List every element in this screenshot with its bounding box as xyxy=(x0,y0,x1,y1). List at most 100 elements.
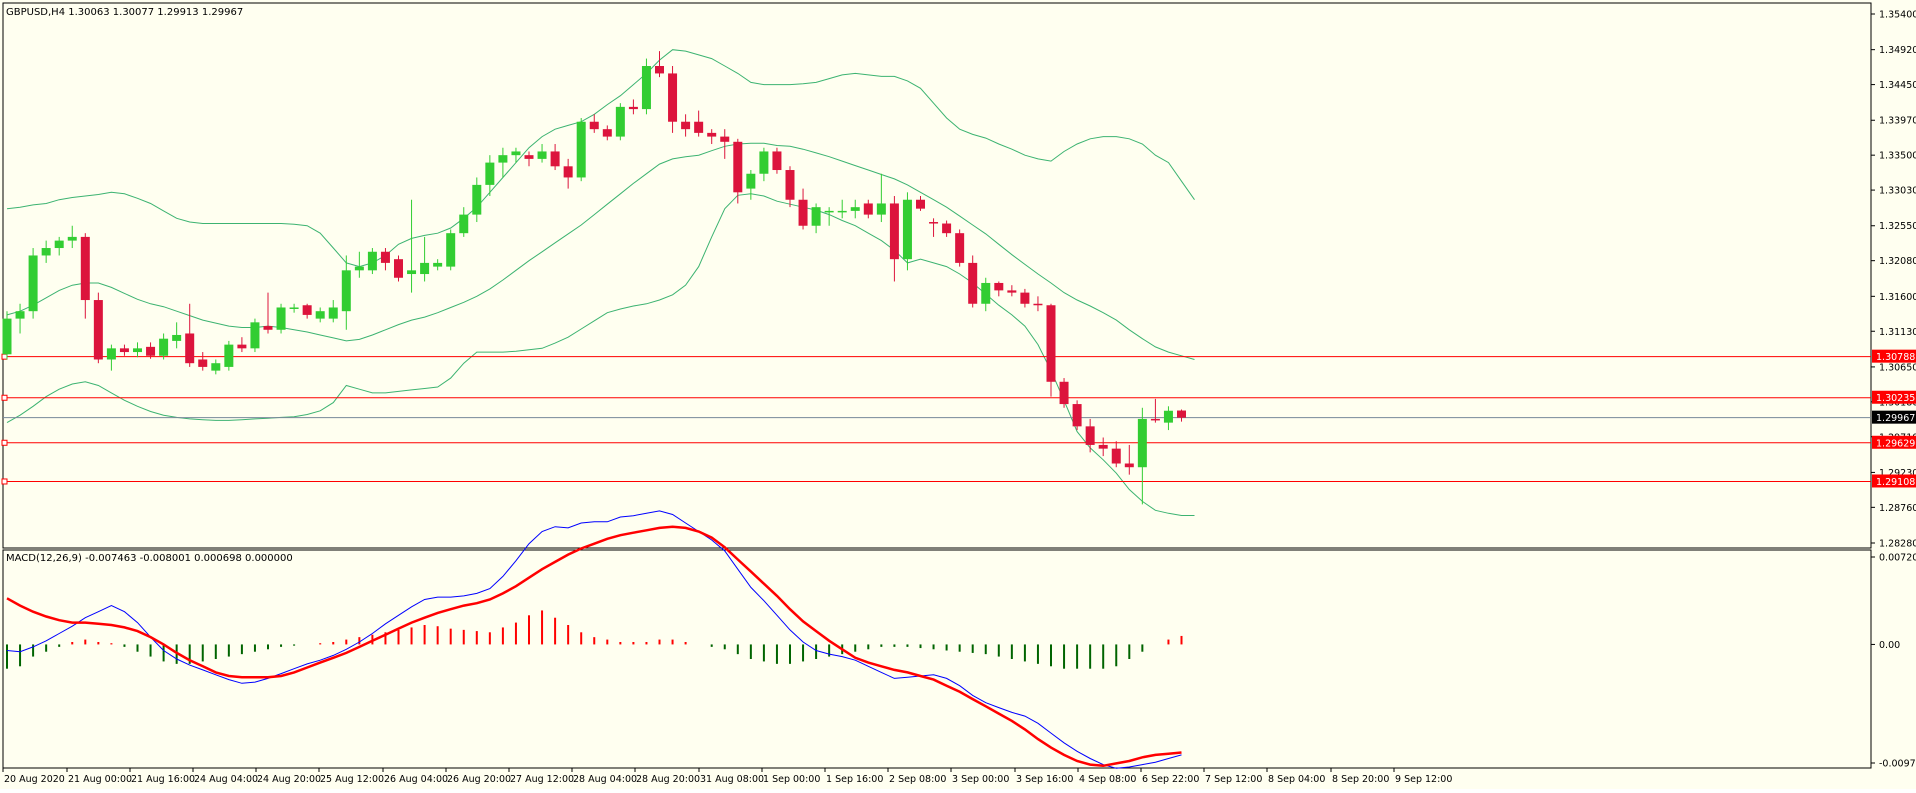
bear-candle xyxy=(1033,303,1043,306)
bull-candle xyxy=(746,173,756,189)
level-anchor-marker xyxy=(1,353,8,360)
bear-candle xyxy=(1098,444,1108,449)
bear-candle xyxy=(955,233,965,263)
bull-candle xyxy=(615,106,625,137)
time-tick-label: 1 Sep 16:00 xyxy=(826,774,883,785)
bear-candle xyxy=(146,346,156,356)
bear-candle xyxy=(655,66,664,74)
bull-candle xyxy=(459,214,469,234)
bollinger-upper-line xyxy=(6,49,1195,268)
price-line-label: 1.29967 xyxy=(1876,413,1915,424)
price-line-label: 1.29108 xyxy=(1876,477,1915,488)
bull-candle xyxy=(211,363,221,371)
time-tick-label: 6 Sep 22:00 xyxy=(1142,774,1199,785)
time-tick-label: 27 Aug 12:00 xyxy=(510,774,574,785)
time-tick-label: 21 Aug 16:00 xyxy=(131,774,195,785)
time-tick-label: 28 Aug 20:00 xyxy=(636,774,700,785)
bull-candle xyxy=(420,262,430,275)
bear-candle xyxy=(198,359,208,367)
bear-candle xyxy=(863,203,873,215)
macd-panel: 0.007202 0.00 -0.009767 xyxy=(2,510,1916,770)
bull-candle xyxy=(902,199,912,260)
bear-candle xyxy=(394,259,403,278)
bear-candle xyxy=(93,300,103,360)
bull-candle xyxy=(250,322,260,349)
bull-candle xyxy=(159,338,169,356)
price-panel-frame xyxy=(2,2,1872,549)
bull-candle xyxy=(28,255,38,312)
price-panel: 1.35400 1.34920 1.34450 1.33970 1.33500 1.330… xyxy=(1,2,1916,550)
price-tick-label: 1.28760 xyxy=(1879,503,1916,514)
price-line-label-bg xyxy=(1872,349,1916,363)
time-tick-label: 3 Sep 16:00 xyxy=(1016,774,1073,785)
price-tick-label: 1.29230 xyxy=(1879,468,1916,479)
price-line-label-bg xyxy=(1872,390,1916,404)
macd-panel-frame xyxy=(2,549,1872,769)
bull-candle xyxy=(511,151,521,156)
bull-candle xyxy=(850,207,860,211)
macd-tick-label: -0.009767 xyxy=(1879,759,1916,770)
price-line-label: 1.30235 xyxy=(1876,393,1915,404)
price-line-label: 1.30788 xyxy=(1876,352,1915,363)
bull-candle xyxy=(981,282,991,304)
bear-candle xyxy=(80,236,90,301)
bull-candle xyxy=(54,240,64,249)
macd-tick-label: 0.00 xyxy=(1879,640,1900,651)
bear-candle xyxy=(1085,426,1095,445)
price-tick-label: 1.28280 xyxy=(1879,539,1916,550)
bull-candle xyxy=(759,151,769,174)
bull-candle xyxy=(811,207,821,226)
time-tick-label: 26 Aug 04:00 xyxy=(384,774,448,785)
time-tick-label: 9 Sep 12:00 xyxy=(1395,774,1452,785)
time-tick-label: 7 Sep 12:00 xyxy=(1205,774,1262,785)
bear-candle xyxy=(1046,305,1056,382)
bull-candle xyxy=(485,162,495,185)
bull-candle xyxy=(498,155,508,163)
bull-candle xyxy=(106,348,116,360)
bull-candle xyxy=(315,311,325,319)
macd-line xyxy=(6,510,1182,769)
bull-candle xyxy=(172,334,182,341)
bear-candle xyxy=(720,136,730,142)
level-anchor-marker xyxy=(1,478,8,485)
price-tick-label: 1.33500 xyxy=(1879,151,1916,162)
time-tick-label: 26 Aug 20:00 xyxy=(447,774,511,785)
price-tick-label: 1.30650 xyxy=(1879,362,1916,373)
bear-candle xyxy=(681,121,691,130)
time-tick-label: 28 Aug 04:00 xyxy=(573,774,637,785)
bear-candle xyxy=(628,106,638,110)
bear-candle xyxy=(942,223,952,234)
bear-candle xyxy=(302,305,312,315)
price-tick-label: 1.34450 xyxy=(1879,80,1916,91)
time-tick-label: 1 Sep 00:00 xyxy=(763,774,820,785)
bear-candle xyxy=(1177,410,1186,418)
macd-panel-title: MACD(12,26,9) -0.007463 -0.008001 0.0006… xyxy=(6,553,293,564)
bull-candle xyxy=(367,251,377,271)
bull-candle xyxy=(472,184,482,215)
bull-candle xyxy=(824,210,834,213)
level-anchor-marker xyxy=(1,394,8,401)
bull-candle xyxy=(876,203,886,215)
bear-candle xyxy=(563,166,573,178)
bollinger-lower-line xyxy=(6,193,1195,516)
bear-candle xyxy=(589,121,599,130)
bear-candle xyxy=(1007,290,1017,293)
bull-candle xyxy=(15,311,25,319)
bear-candle xyxy=(694,121,704,133)
signal-line xyxy=(6,525,1182,768)
bull-candle xyxy=(576,121,586,178)
bull-candle xyxy=(1137,418,1147,468)
bear-candle xyxy=(929,222,939,224)
price-tick-label: 1.35400 xyxy=(1879,10,1916,21)
time-tick-label: 21 Aug 00:00 xyxy=(68,774,132,785)
time-tick-label: 8 Sep 04:00 xyxy=(1268,774,1325,785)
time-tick-label: 2 Sep 08:00 xyxy=(889,774,946,785)
bear-candle xyxy=(1072,404,1082,427)
bull-candle xyxy=(67,236,77,241)
price-tick-label: 1.31600 xyxy=(1879,292,1916,303)
bull-candle xyxy=(354,266,364,271)
price-tick-label: 1.32080 xyxy=(1879,256,1916,267)
bear-candle xyxy=(524,155,534,159)
